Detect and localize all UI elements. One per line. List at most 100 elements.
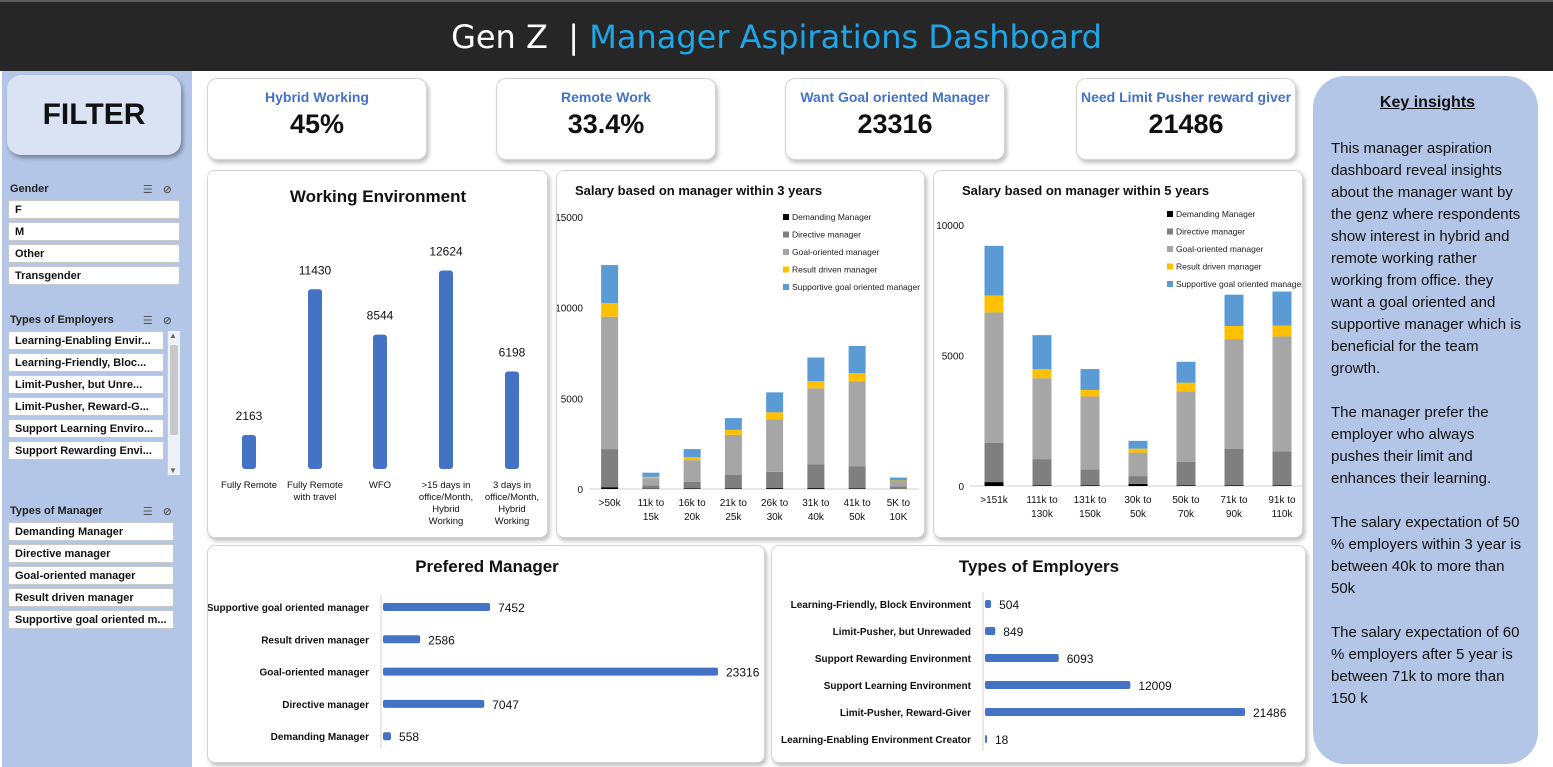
bar-segment	[642, 478, 660, 486]
filter-sidebar: FILTER Gender ☰ ⊘ F M Other Transgender Typ…	[2, 71, 192, 767]
kpi-value: 33.4%	[567, 109, 645, 139]
scroll-down-icon[interactable]: ▼	[169, 466, 177, 475]
data-label: 12624	[429, 244, 463, 258]
category-label: 21k to 25k	[720, 498, 748, 523]
gender-slicer: Gender ☰ ⊘ F M Other Transgender	[8, 180, 180, 288]
legend-label: Result driven manager	[792, 265, 878, 275]
bar-segment	[848, 373, 866, 382]
bar	[383, 635, 421, 644]
bar-segment	[683, 457, 701, 461]
scrollbar-thumb[interactable]	[170, 345, 178, 435]
category-label: 3 days in office/Month, Hybrid Working	[485, 480, 539, 527]
gender-option[interactable]: F	[8, 200, 180, 219]
data-label: 11430	[299, 263, 332, 277]
legend-swatch	[783, 249, 789, 255]
bar-segment	[1224, 448, 1244, 486]
employer-option[interactable]: Limit-Pusher, Reward-G...	[8, 397, 164, 416]
kpi-label: Remote Work	[561, 89, 651, 105]
bar-segment	[601, 487, 619, 489]
category-label: 91k to 110k	[1268, 495, 1296, 520]
gender-option[interactable]: Other	[8, 244, 180, 263]
bar-segment	[1176, 361, 1196, 383]
gender-option[interactable]: M	[8, 222, 180, 241]
bar-segment	[984, 312, 1004, 443]
employer-option[interactable]: Support Rewarding Envi...	[8, 441, 164, 460]
bar-segment	[1080, 469, 1100, 486]
multi-select-icon[interactable]: ☰	[142, 505, 153, 518]
bar-segment	[766, 412, 784, 420]
clear-filter-icon[interactable]: ⊘	[162, 183, 172, 196]
employer-option[interactable]: Limit-Pusher, but Unre...	[8, 375, 164, 394]
employer-option[interactable]: Support Learning Enviro...	[8, 419, 164, 438]
filter-label: FILTER	[7, 75, 181, 155]
clear-filter-icon[interactable]: ⊘	[162, 505, 172, 518]
kpi-remote-work: Remote Work 33.4%	[496, 78, 716, 160]
bar	[985, 654, 1059, 662]
legend-swatch	[783, 231, 789, 238]
data-label: 12009	[1138, 679, 1172, 693]
clear-filter-icon[interactable]: ⊘	[162, 314, 172, 327]
legend-label: Supportive goal oriented manager	[1176, 279, 1303, 289]
kpi-label: Hybrid Working	[265, 89, 369, 105]
title-dashboard: Manager Aspirations Dashboard	[589, 17, 1102, 56]
types-of-employers-svg: Types of Employers Learning-Friendly, Blo…	[781, 557, 1287, 751]
bar-segment	[848, 488, 866, 489]
bar-segment	[1224, 326, 1244, 340]
manager-option[interactable]: Result driven manager	[8, 588, 174, 607]
types-of-employers-chart: Types of Employers Learning-Friendly, Blo…	[771, 545, 1306, 763]
manager-slicer-title: Types of Manager	[10, 505, 103, 517]
employer-option[interactable]: Learning-Friendly, Bloc...	[8, 353, 164, 372]
y-tick-label: 5000	[942, 352, 965, 363]
multi-select-icon[interactable]: ☰	[142, 314, 153, 327]
kpi-label: Want Goal oriented Manager	[800, 89, 990, 105]
gender-option[interactable]: Transgender	[8, 266, 180, 285]
bar-segment	[1080, 389, 1100, 397]
bar-segment	[1224, 485, 1244, 486]
scroll-up-icon[interactable]: ▲	[169, 331, 177, 340]
manager-option[interactable]: Goal-oriented manager	[8, 566, 174, 585]
manager-option[interactable]: Directive manager	[8, 544, 174, 563]
bar-segment	[1272, 325, 1292, 337]
bar-segment	[889, 486, 907, 489]
category-label: 41k to 50k	[844, 498, 872, 523]
legend-swatch	[1167, 246, 1173, 252]
legend-label: Result driven manager	[1176, 262, 1262, 272]
data-label: 18	[995, 733, 1009, 747]
employer-option[interactable]: Learning-Enabling Envir...	[8, 331, 164, 350]
employers-slicer-items: Learning-Enabling Envir... Learning-Frien…	[8, 331, 164, 460]
manager-option[interactable]: Demanding Manager	[8, 522, 174, 541]
bar	[985, 681, 1131, 689]
bar-segment	[807, 488, 825, 489]
bar-segment	[1080, 396, 1100, 470]
legend-label: Demanding Manager	[1176, 209, 1256, 219]
legend-swatch	[1167, 281, 1173, 287]
bar-segment	[683, 460, 701, 482]
data-label: 849	[1003, 625, 1023, 639]
bar	[242, 434, 256, 469]
insight-paragraph: The salary expectation of 60 % employers…	[1331, 624, 1520, 707]
bar-segment	[1032, 459, 1052, 486]
bar-segment	[1128, 476, 1148, 484]
legend-swatch	[1167, 263, 1173, 270]
legend-label: Goal-oriented manager	[792, 247, 880, 257]
legend-label: Demanding Manager	[792, 212, 872, 222]
category-label: 71k to 90k	[1220, 495, 1248, 520]
bar-segment	[642, 476, 660, 479]
category-label: 50k to 70k	[1172, 495, 1200, 520]
data-label: 2586	[428, 633, 455, 647]
salary-5-years-svg: Salary based on manager within 5 years 0 5…	[936, 183, 1303, 520]
bar-segment	[807, 464, 825, 489]
legend-swatch	[783, 284, 789, 290]
employers-slicer: Types of Employers ☰ ⊘ Learning-Enabling…	[8, 311, 180, 475]
multi-select-icon[interactable]: ☰	[142, 183, 153, 196]
bar	[383, 732, 392, 741]
data-label: 2163	[236, 409, 263, 423]
employers-scrollbar[interactable]: ▲ ▼	[167, 331, 180, 475]
bar-segment	[766, 471, 784, 489]
bar-segment	[1224, 294, 1244, 327]
manager-option[interactable]: Supportive goal oriented m...	[8, 610, 174, 629]
bar-segment	[807, 388, 825, 465]
bar-segment	[1176, 382, 1196, 392]
bar-segment	[724, 434, 742, 475]
